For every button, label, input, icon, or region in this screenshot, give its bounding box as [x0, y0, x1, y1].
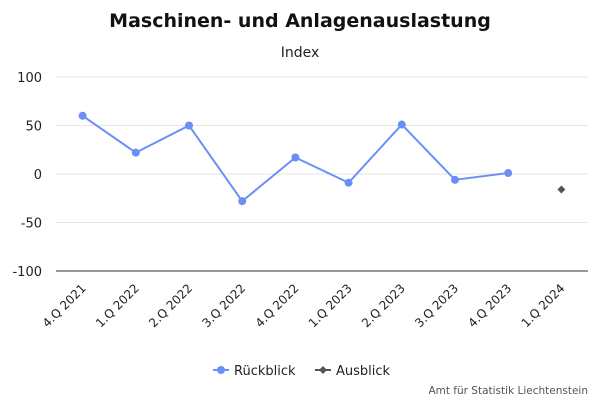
y-tick-label: -50: [21, 217, 42, 232]
x-tick-label: 4.Q 2022: [253, 281, 302, 330]
legend: Rückblick Ausblick: [213, 364, 391, 379]
data-point[interactable]: [557, 185, 566, 194]
x-axis-ticks: 4.Q 2021 1.Q 2022 2.Q 2022 3.Q 2022 4.Q 2022…: [40, 281, 568, 330]
y-tick-label: -100: [12, 265, 42, 280]
x-tick-label: 3.Q 2023: [412, 281, 461, 330]
data-point[interactable]: [78, 111, 87, 120]
y-axis-ticks: 100 50 0 -50 -100: [12, 71, 42, 280]
x-tick-label: 1.Q 2023: [306, 281, 355, 330]
data-point[interactable]: [451, 175, 459, 184]
x-tick-label: 1.Q 2024: [519, 281, 568, 330]
data-point[interactable]: [344, 178, 353, 187]
x-tick-label: 4.Q 2023: [465, 281, 514, 330]
chart-subtitle: Index: [281, 45, 320, 61]
series-group: [557, 185, 566, 194]
x-tick-label: 2.Q 2022: [146, 281, 195, 330]
source-credit: Amt für Statistik Liechtenstein: [428, 385, 588, 397]
x-tick-label: 4.Q 2021: [40, 281, 89, 330]
legend-marker-swatch: [319, 366, 327, 374]
legend-item[interactable]: Rückblick: [213, 364, 296, 379]
series-group: [78, 111, 513, 206]
y-tick-label: 0: [34, 168, 42, 183]
data-point[interactable]: [238, 197, 247, 206]
chart-title: Maschinen- und Anlagenauslastung: [109, 10, 491, 32]
x-tick-label: 1.Q 2022: [93, 281, 142, 330]
data-point[interactable]: [504, 169, 513, 178]
data-point[interactable]: [291, 153, 300, 162]
data-point[interactable]: [131, 148, 140, 157]
grid-lines: [56, 76, 588, 223]
y-tick-label: 100: [17, 71, 42, 86]
x-tick-label: 2.Q 2023: [359, 281, 408, 330]
data-point[interactable]: [185, 121, 193, 130]
data-point[interactable]: [397, 120, 406, 129]
legend-label: Rückblick: [234, 364, 296, 379]
y-tick-label: 50: [25, 120, 42, 135]
legend-label: Ausblick: [336, 364, 391, 379]
series-layer: [78, 111, 566, 206]
legend-marker-swatch: [217, 366, 225, 374]
x-tick-label: 3.Q 2022: [199, 281, 248, 330]
legend-item[interactable]: Ausblick: [315, 364, 391, 379]
